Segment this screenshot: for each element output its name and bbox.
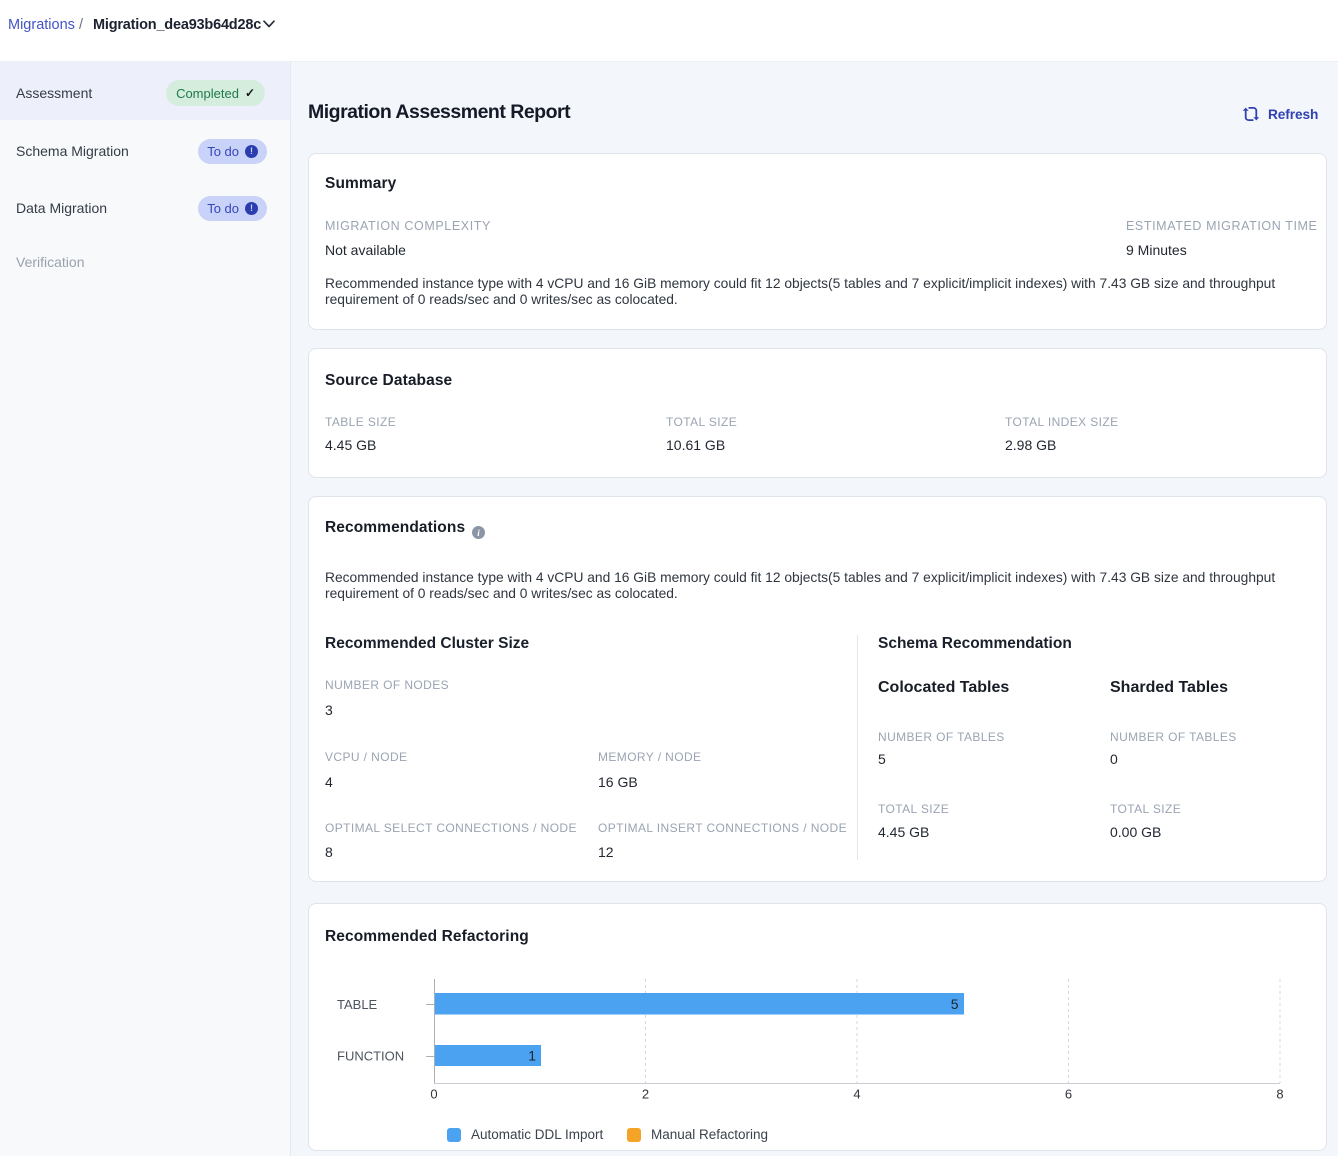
svg-text:8: 8	[1276, 1087, 1283, 1102]
svg-text:2: 2	[642, 1087, 649, 1102]
svg-text:4: 4	[853, 1087, 860, 1102]
svg-text:TABLE: TABLE	[337, 997, 378, 1012]
svg-text:0: 0	[430, 1087, 437, 1102]
svg-text:FUNCTION: FUNCTION	[337, 1049, 404, 1064]
svg-text:1: 1	[528, 1048, 536, 1064]
svg-text:5: 5	[951, 996, 959, 1012]
svg-text:6: 6	[1065, 1087, 1072, 1102]
